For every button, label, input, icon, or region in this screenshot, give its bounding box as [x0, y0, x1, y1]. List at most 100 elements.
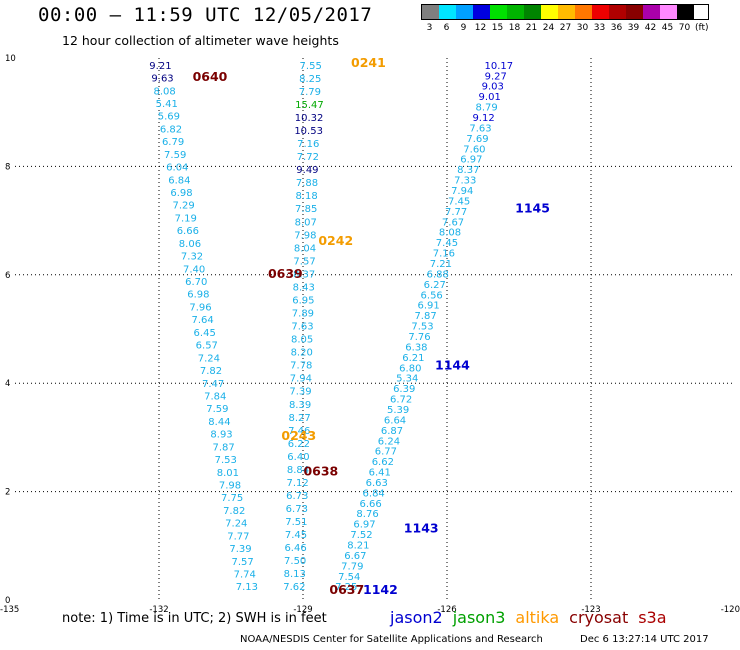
wave-height-value: 8.08	[154, 86, 176, 97]
wave-height-value: 7.94	[290, 374, 312, 385]
x-tick-label: -135	[0, 605, 19, 615]
wave-height-value: 6.21	[402, 353, 424, 364]
wave-height-value: 7.77	[445, 207, 467, 218]
wave-height-value: 7.16	[297, 139, 319, 150]
wave-height-value: 9.03	[482, 82, 504, 93]
wave-height-value: 7.19	[175, 213, 197, 224]
wave-height-value: 6.97	[460, 155, 482, 166]
wave-height-value: 7.72	[297, 152, 319, 163]
wave-height-value: 9.21	[149, 61, 171, 72]
wave-height-value: 8.79	[475, 103, 497, 114]
pass-time-label: 1143	[404, 520, 439, 535]
wave-height-value: 7.82	[200, 366, 222, 377]
wave-height-value: 8.27	[289, 413, 311, 424]
wave-height-value: 6.64	[384, 415, 406, 426]
satellite-name: altika	[515, 608, 559, 627]
wave-height-value: 7.79	[299, 87, 321, 98]
y-tick-label: 4	[5, 379, 10, 389]
wave-height-value: 7.16	[433, 249, 455, 260]
wave-height-value: 7.47	[202, 379, 224, 390]
footer-credit: NOAA/NESDIS Center for Satellite Applica…	[240, 634, 543, 645]
wave-height-value: 7.84	[204, 391, 226, 402]
wave-height-value: 7.53	[411, 322, 433, 333]
wave-height-value: 6.73	[286, 491, 308, 502]
wave-height-value: 6.73	[286, 504, 308, 515]
wave-height-value: 9.12	[472, 113, 494, 124]
wave-height-value: 6.62	[372, 457, 394, 468]
wave-height-value: 7.52	[350, 530, 372, 541]
wave-height-value: 8.08	[439, 228, 461, 239]
wave-height-value: 6.72	[390, 395, 412, 406]
wave-height-value: 7.21	[430, 259, 452, 270]
wave-height-value: 6.88	[427, 269, 449, 280]
wave-height-value: 7.87	[414, 311, 436, 322]
wave-height-value: 6.39	[393, 384, 415, 395]
wave-height-value: 6.45	[194, 328, 216, 339]
satellite-legend: jason2 jason3 altika cryosat s3a	[390, 608, 677, 627]
wave-height-value: 8.01	[217, 468, 239, 479]
wave-height-value: 7.69	[466, 134, 488, 145]
wave-height-value: 6.27	[424, 280, 446, 291]
wave-height-value: 10.32	[295, 113, 324, 124]
wave-height-value: 7.79	[341, 561, 363, 572]
wave-height-value: 7.39	[289, 387, 311, 398]
wave-height-value: 8.39	[289, 400, 311, 411]
wave-height-value: 7.50	[284, 556, 306, 567]
wave-height-value: 8.37	[457, 165, 479, 176]
wave-height-value: 6.95	[292, 295, 314, 306]
wave-height-value: 8.76	[356, 509, 378, 520]
wave-height-value: 7.39	[229, 544, 251, 555]
wave-height-value: 7.96	[189, 302, 211, 313]
wave-height-value: 9.27	[485, 71, 507, 82]
wave-height-value: 6.04	[166, 163, 188, 174]
wave-height-value: 7.74	[234, 570, 256, 581]
satellite-name: cryosat	[569, 608, 628, 627]
pass-time-label: 1142	[363, 582, 398, 597]
note-text: note: 1) Time is in UTC; 2) SWH is in fe…	[62, 611, 327, 626]
satellite-name: s3a	[638, 608, 666, 627]
wave-height-value: 6.67	[344, 551, 366, 562]
wave-height-value: 7.45	[448, 196, 470, 207]
wave-height-value: 8.20	[291, 348, 313, 359]
wave-height-value: 7.60	[463, 144, 485, 155]
wave-height-value: 6.40	[287, 452, 309, 463]
wave-height-value: 15.47	[295, 100, 324, 111]
wave-height-value: 6.70	[185, 277, 207, 288]
wave-height-value: 7.63	[469, 123, 491, 134]
wave-height-value: 6.41	[369, 468, 391, 479]
wave-height-value: 9.49	[296, 165, 318, 176]
wave-height-value: 10.53	[294, 126, 323, 137]
wave-height-value: 7.51	[285, 517, 307, 528]
pass-time-label: 1145	[515, 200, 550, 215]
pass-time-label: 0637	[329, 582, 364, 597]
wave-height-value: 5.39	[387, 405, 409, 416]
wave-height-value: 7.78	[290, 361, 312, 372]
wave-height-value: 9.01	[479, 92, 501, 103]
wave-height-value: 7.98	[294, 230, 316, 241]
pass-time-label: 0640	[193, 69, 228, 84]
wave-height-value: 7.53	[215, 455, 237, 466]
wave-height-value: 6.38	[405, 342, 427, 353]
wave-height-value: 6.84	[168, 175, 190, 186]
pass-time-label: 0241	[351, 55, 386, 70]
wave-height-value: 7.59	[206, 404, 228, 415]
wave-height-value: 8.13	[284, 569, 306, 580]
wave-height-value: 7.94	[451, 186, 473, 197]
wave-height-value: 6.87	[381, 426, 403, 437]
wave-height-value: 7.32	[181, 252, 203, 263]
satellite-name: jason2	[390, 608, 443, 627]
wave-height-value: 8.06	[179, 239, 201, 250]
wave-height-value: 7.24	[198, 353, 220, 364]
wave-height-value: 7.45	[436, 238, 458, 249]
wave-height-value: 6.91	[417, 301, 439, 312]
wave-height-value: 6.79	[162, 137, 184, 148]
wave-height-value: 6.98	[170, 188, 192, 199]
wave-height-value: 7.57	[231, 557, 253, 568]
wave-height-value: 7.76	[408, 332, 430, 343]
wave-height-value: 7.64	[191, 315, 213, 326]
wave-height-value: 7.85	[295, 204, 317, 215]
wave-height-value: 6.77	[375, 447, 397, 458]
y-tick-label: 6	[5, 271, 10, 281]
pass-time-label: 0243	[281, 428, 316, 443]
wave-height-value: 8.07	[295, 217, 317, 228]
